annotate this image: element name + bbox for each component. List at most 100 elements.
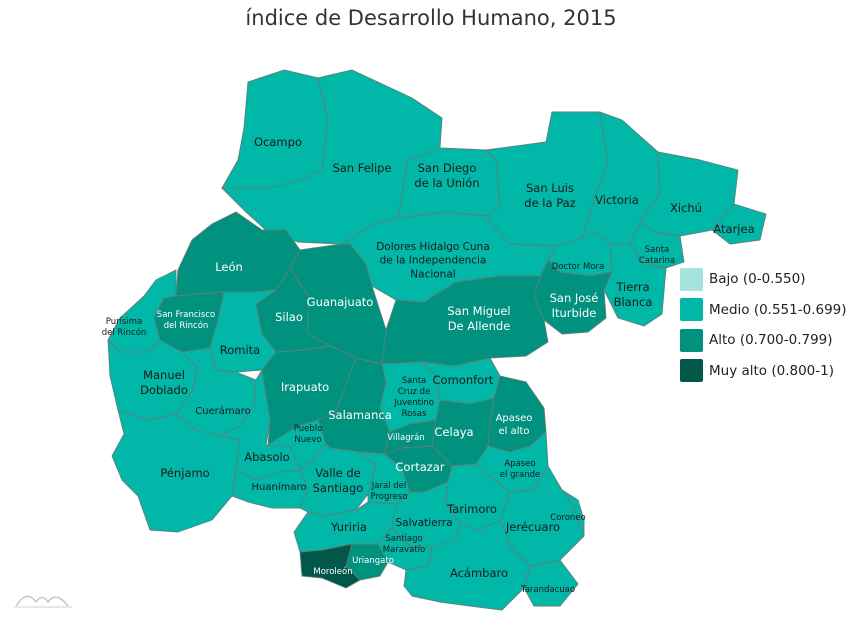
label-doctor-mora: Doctor Mora (552, 262, 604, 272)
label-line: Juventino (393, 398, 434, 408)
label-atarjea: Atarjea (713, 222, 754, 236)
municipality-coroneo[interactable] (561, 489, 585, 537)
label-coroneo: Coroneo (550, 513, 585, 523)
label-line: Progreso (370, 492, 407, 502)
label-line: Romita (220, 343, 260, 357)
label-line: Ocampo (254, 135, 302, 149)
label-huanimaro: Huanímaro (252, 481, 307, 493)
legend-label: Muy alto (0.800-1) (709, 362, 834, 379)
label-celaya: Celaya (434, 425, 473, 439)
label-tierra-blanca: Tierra Blanca (614, 280, 653, 309)
municipality-penjamo[interactable] (111, 409, 241, 533)
label-line: Santiago (313, 481, 364, 495)
label-moroleon: Moroleón (313, 566, 352, 577)
label-line: Jerécuaro (505, 520, 560, 534)
label-line: San Diego (418, 161, 477, 175)
label-line: Atarjea (713, 222, 754, 236)
label-san-miguel-de-allende: San Miguel De Allende (447, 304, 510, 333)
legend-item-alto[interactable]: Alto (0.700-0.799) (680, 328, 847, 352)
municipality-tarandacuao[interactable] (523, 559, 579, 607)
label-line: Santiago (385, 534, 423, 544)
label-line: Cruz de (398, 387, 431, 397)
label-acambaro: Acámbaro (450, 566, 508, 580)
label-leon: León (215, 260, 243, 274)
legend-swatch (680, 359, 703, 382)
legend-swatch (680, 267, 703, 291)
label-line: Yuriria (330, 520, 367, 534)
label-apaseo-el-grande: Apaseo el grande (500, 459, 540, 480)
municipality-acambaro[interactable] (403, 519, 531, 611)
label-comonfort: Comonfort (433, 373, 494, 387)
label-line: San José (550, 291, 599, 305)
label-line: Santa (645, 245, 670, 255)
label-line: el alto (498, 426, 529, 437)
label-line: del Rincón (164, 320, 209, 331)
label-line: Silao (275, 310, 303, 324)
legend-item-bajo[interactable]: Bajo (0-0.550) (680, 267, 847, 291)
municipality-xichu[interactable] (639, 151, 739, 237)
label-line: Dolores Hidalgo Cuna (376, 241, 490, 253)
label-yuriria: Yuriria (330, 520, 367, 534)
label-santa-catarina: Santa Catarina (639, 245, 675, 266)
label-line: Maravatío (383, 545, 425, 555)
label-line: Santa (402, 376, 427, 386)
legend-label: Alto (0.700-0.799) (709, 332, 833, 348)
label-line: Doblado (140, 383, 188, 397)
label-line: Purísima (106, 317, 143, 327)
label-salamanca: Salamanca (328, 408, 392, 422)
label-line: de la Paz (524, 196, 575, 210)
label-line: San Felipe (332, 161, 391, 175)
label-line: Salamanca (328, 408, 392, 422)
label-line: Nacional (410, 268, 455, 280)
label-pueblo-nuevo: Pueblo Nuevo (294, 424, 323, 445)
label-line: De Allende (448, 319, 511, 333)
label-san-francisco-del-rincon: San Francisco del Rincón (157, 310, 215, 331)
label-dolores-hidalgo: Dolores Hidalgo Cuna de la Independencia N… (376, 241, 490, 280)
label-line: Catarina (639, 256, 675, 266)
municipality-moroleon[interactable] (299, 543, 361, 589)
label-line: Xichú (670, 201, 702, 215)
label-line: Irapuato (281, 380, 329, 394)
legend-swatch (680, 328, 703, 352)
label-valle-de-santiago: Valle de Santiago (313, 466, 364, 495)
label-san-luis-de-la-paz: San Luis de la Paz (524, 181, 575, 210)
label-line: Comonfort (433, 373, 494, 387)
label-victoria: Victoria (595, 193, 639, 207)
legend-item-muy-alto[interactable]: Muy alto (0.800-1) (680, 359, 847, 383)
legend: Bajo (0-0.550) Medio (0.551-0.699) Alto … (680, 267, 847, 389)
brand-logo-icon (14, 595, 72, 608)
label-san-felipe: San Felipe (332, 161, 391, 175)
label-line: del Rincón (102, 327, 147, 338)
label-line: San Francisco (157, 310, 215, 320)
label-line: Cuerámaro (195, 405, 251, 417)
label-line: Huanímaro (252, 481, 307, 493)
label-line: Valle de (315, 466, 361, 480)
label-line: Blanca (614, 295, 653, 309)
label-line: Pénjamo (160, 466, 209, 480)
label-line: el grande (500, 470, 540, 480)
municipality-san-felipe[interactable] (221, 69, 443, 245)
municipality-atarjea[interactable] (711, 203, 767, 245)
label-jerecuaro: Jerécuaro (505, 520, 560, 534)
label-line: Iturbide (552, 306, 597, 320)
label-jaral-del-progreso: Jaral del Progreso (370, 481, 407, 502)
label-line: Victoria (595, 193, 639, 207)
label-tarandacuao: Tarandacuao (520, 585, 575, 595)
legend-label: Bajo (0-0.550) (709, 271, 806, 287)
municipality-labels: Ocampo San Felipe San Diego de la Unión S… (102, 135, 755, 595)
label-san-diego: San Diego de la Unión (414, 161, 479, 190)
label-line: Pueblo (294, 424, 323, 434)
label-line: de la Unión (414, 176, 479, 190)
legend-item-medio[interactable]: Medio (0.551-0.699) (680, 298, 847, 322)
label-line: Doctor Mora (552, 262, 604, 272)
label-line: Cortazar (395, 460, 444, 474)
label-line: Apaseo (496, 413, 533, 424)
label-line: San Luis (526, 181, 574, 195)
municipality-ocampo[interactable] (221, 69, 329, 189)
label-line: Tierra (615, 280, 649, 294)
label-tarimoro: Tarimoro (446, 502, 497, 516)
label-line: de la Independencia (380, 255, 487, 267)
label-salvatierra: Salvatierra (395, 517, 452, 529)
label-line: Nuevo (294, 435, 321, 445)
